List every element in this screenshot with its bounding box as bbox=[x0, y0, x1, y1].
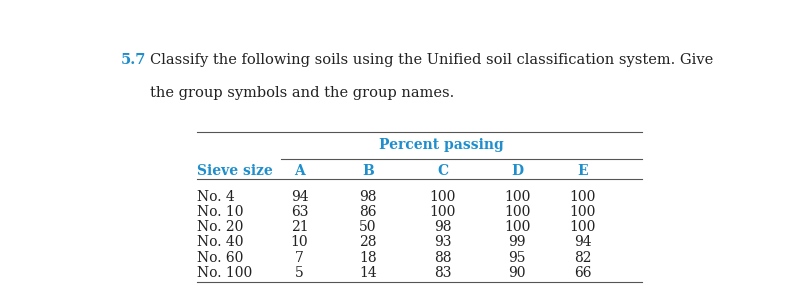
Text: 82: 82 bbox=[573, 251, 591, 265]
Text: B: B bbox=[362, 164, 374, 178]
Text: 10: 10 bbox=[290, 236, 308, 250]
Point bbox=[276, 157, 286, 161]
Text: 83: 83 bbox=[433, 266, 451, 280]
Text: 50: 50 bbox=[358, 220, 376, 234]
Text: 99: 99 bbox=[508, 236, 525, 250]
Text: 95: 95 bbox=[508, 251, 525, 265]
Text: C: C bbox=[436, 164, 448, 178]
Point bbox=[192, 131, 201, 134]
Text: No. 40: No. 40 bbox=[196, 236, 243, 250]
Text: 14: 14 bbox=[358, 266, 376, 280]
Text: No. 100: No. 100 bbox=[196, 266, 252, 280]
Text: 86: 86 bbox=[358, 205, 376, 219]
Text: 94: 94 bbox=[290, 190, 308, 204]
Text: the group symbols and the group names.: the group symbols and the group names. bbox=[150, 86, 454, 100]
Text: 7: 7 bbox=[294, 251, 304, 265]
Text: 100: 100 bbox=[429, 205, 456, 219]
Text: 90: 90 bbox=[508, 266, 525, 280]
Text: Sieve size: Sieve size bbox=[196, 164, 272, 178]
Text: 18: 18 bbox=[358, 251, 376, 265]
Text: 98: 98 bbox=[358, 190, 376, 204]
Text: 100: 100 bbox=[569, 205, 595, 219]
Text: 28: 28 bbox=[358, 236, 376, 250]
Text: Percent passing: Percent passing bbox=[379, 138, 503, 152]
Text: 93: 93 bbox=[433, 236, 451, 250]
Text: 100: 100 bbox=[504, 220, 530, 234]
Text: 88: 88 bbox=[433, 251, 451, 265]
Text: No. 10: No. 10 bbox=[196, 205, 243, 219]
Text: Classify the following soils using the Unified soil classification system. Give: Classify the following soils using the U… bbox=[150, 53, 712, 67]
Point bbox=[636, 178, 646, 181]
Text: 100: 100 bbox=[429, 190, 456, 204]
Text: 100: 100 bbox=[504, 205, 530, 219]
Text: 21: 21 bbox=[290, 220, 308, 234]
Text: 94: 94 bbox=[573, 236, 591, 250]
Text: A: A bbox=[294, 164, 305, 178]
Text: No. 4: No. 4 bbox=[196, 190, 234, 204]
Text: E: E bbox=[577, 164, 587, 178]
Point bbox=[192, 280, 201, 284]
Text: No. 60: No. 60 bbox=[196, 251, 243, 265]
Text: 66: 66 bbox=[573, 266, 591, 280]
Text: D: D bbox=[511, 164, 523, 178]
Text: 5.7: 5.7 bbox=[120, 53, 145, 67]
Text: 100: 100 bbox=[569, 190, 595, 204]
Text: 100: 100 bbox=[504, 190, 530, 204]
Text: 63: 63 bbox=[290, 205, 308, 219]
Text: 5: 5 bbox=[295, 266, 303, 280]
Point bbox=[636, 131, 646, 134]
Text: 100: 100 bbox=[569, 220, 595, 234]
Point bbox=[636, 157, 646, 161]
Text: No. 20: No. 20 bbox=[196, 220, 243, 234]
Point bbox=[192, 178, 201, 181]
Text: 98: 98 bbox=[433, 220, 451, 234]
Point bbox=[636, 280, 646, 284]
